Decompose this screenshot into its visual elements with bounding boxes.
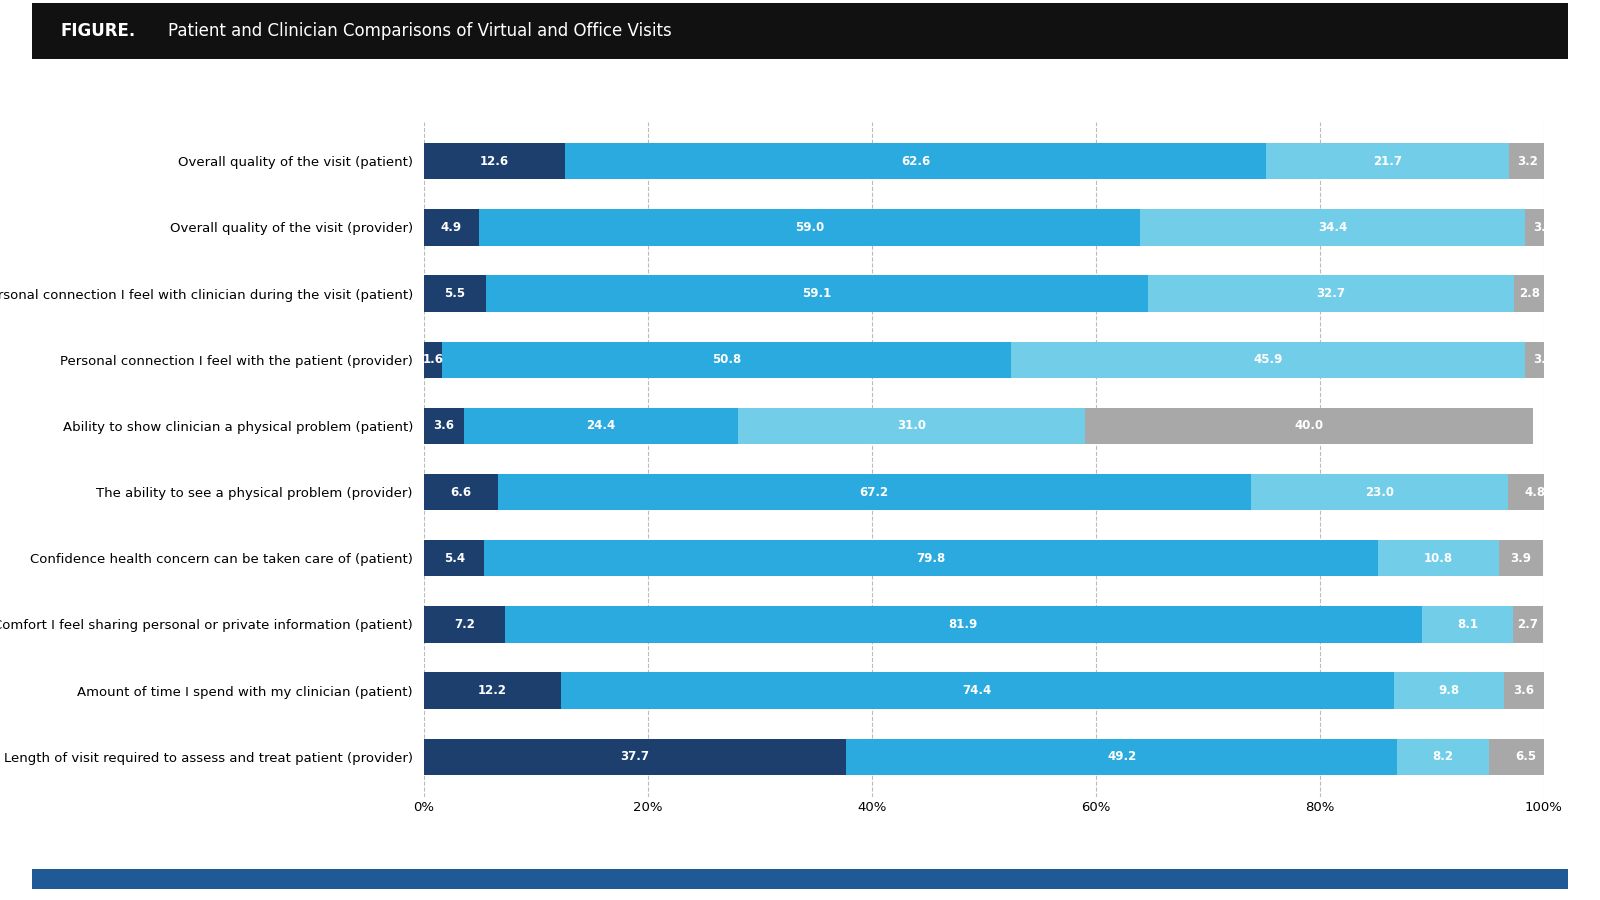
Text: 7.2: 7.2 (454, 618, 475, 631)
Bar (846, 739, 1397, 775)
Legend: Virtual visit is better, No difference, Office visit is better, Does not apply t: Virtual visit is better, No difference, … (613, 870, 1355, 895)
Bar (424, 341, 442, 378)
Bar (1251, 474, 1509, 510)
Text: 12.2: 12.2 (478, 684, 507, 698)
Text: 6.5: 6.5 (1515, 751, 1536, 763)
Text: 4.8: 4.8 (1525, 486, 1546, 499)
Text: 10.8: 10.8 (1424, 552, 1453, 565)
Text: 5.5: 5.5 (445, 287, 466, 300)
Text: 9.8: 9.8 (1438, 684, 1459, 698)
Bar (486, 275, 1147, 311)
Bar (1509, 143, 1546, 179)
Text: 59.1: 59.1 (802, 287, 830, 300)
Text: 37.7: 37.7 (621, 751, 650, 763)
Bar (1147, 275, 1514, 311)
Bar (442, 341, 1011, 378)
Text: Patient and Clinician Comparisons of Virtual and Office Visits: Patient and Clinician Comparisons of Vir… (168, 22, 672, 40)
Text: 2.7: 2.7 (1517, 618, 1538, 631)
Bar (424, 607, 504, 643)
Bar (1525, 341, 1562, 378)
Text: 4.9: 4.9 (442, 220, 462, 234)
Text: 81.9: 81.9 (949, 618, 978, 631)
Text: 2.8: 2.8 (1518, 287, 1539, 300)
Text: 3.3: 3.3 (1533, 220, 1554, 234)
Text: 62.6: 62.6 (901, 155, 930, 167)
Text: 3.3: 3.3 (1533, 353, 1554, 366)
Bar (1514, 275, 1546, 311)
Bar (424, 275, 486, 311)
Bar (504, 607, 1422, 643)
Text: 23.0: 23.0 (1365, 486, 1394, 499)
Bar (498, 474, 1251, 510)
Text: 8.1: 8.1 (1456, 618, 1478, 631)
Bar (464, 408, 738, 444)
Bar (1139, 209, 1525, 246)
Bar (565, 143, 1266, 179)
Bar (1266, 143, 1509, 179)
Text: 49.2: 49.2 (1107, 751, 1136, 763)
Bar (424, 474, 498, 510)
Text: 3.6: 3.6 (1514, 684, 1534, 698)
Text: 45.9: 45.9 (1253, 353, 1283, 366)
Bar (1499, 540, 1542, 577)
Bar (1378, 540, 1499, 577)
Text: 3.6: 3.6 (434, 419, 454, 432)
Text: 40.0: 40.0 (1294, 419, 1323, 432)
Bar (1422, 607, 1512, 643)
Text: 74.4: 74.4 (963, 684, 992, 698)
Text: 6.6: 6.6 (450, 486, 472, 499)
Bar (1525, 209, 1562, 246)
Bar (424, 672, 560, 709)
Text: 34.4: 34.4 (1318, 220, 1347, 234)
Bar (424, 408, 464, 444)
Bar (424, 739, 846, 775)
Bar (424, 209, 478, 246)
Text: FIGURE.: FIGURE. (61, 22, 136, 40)
Text: 3.2: 3.2 (1517, 155, 1538, 167)
Text: 67.2: 67.2 (859, 486, 890, 499)
Bar (1490, 739, 1562, 775)
Bar (478, 209, 1139, 246)
Bar (1504, 672, 1544, 709)
Text: 31.0: 31.0 (896, 419, 926, 432)
Text: 24.4: 24.4 (586, 419, 616, 432)
Text: 59.0: 59.0 (795, 220, 824, 234)
Bar (1394, 672, 1504, 709)
Text: 1.6: 1.6 (422, 353, 443, 366)
Bar (560, 672, 1394, 709)
Text: 50.8: 50.8 (712, 353, 741, 366)
Bar (424, 143, 565, 179)
Bar (1509, 474, 1562, 510)
Bar (1011, 341, 1525, 378)
Bar (1512, 607, 1542, 643)
Text: 12.6: 12.6 (480, 155, 509, 167)
Bar (485, 540, 1378, 577)
Bar (424, 540, 485, 577)
Bar (1397, 739, 1490, 775)
Text: 5.4: 5.4 (443, 552, 466, 565)
Bar (1085, 408, 1533, 444)
Text: 3.9: 3.9 (1510, 552, 1531, 565)
Text: 8.2: 8.2 (1432, 751, 1454, 763)
Text: 21.7: 21.7 (1373, 155, 1402, 167)
Bar (738, 408, 1085, 444)
Text: 32.7: 32.7 (1317, 287, 1346, 300)
Text: 79.8: 79.8 (917, 552, 946, 565)
